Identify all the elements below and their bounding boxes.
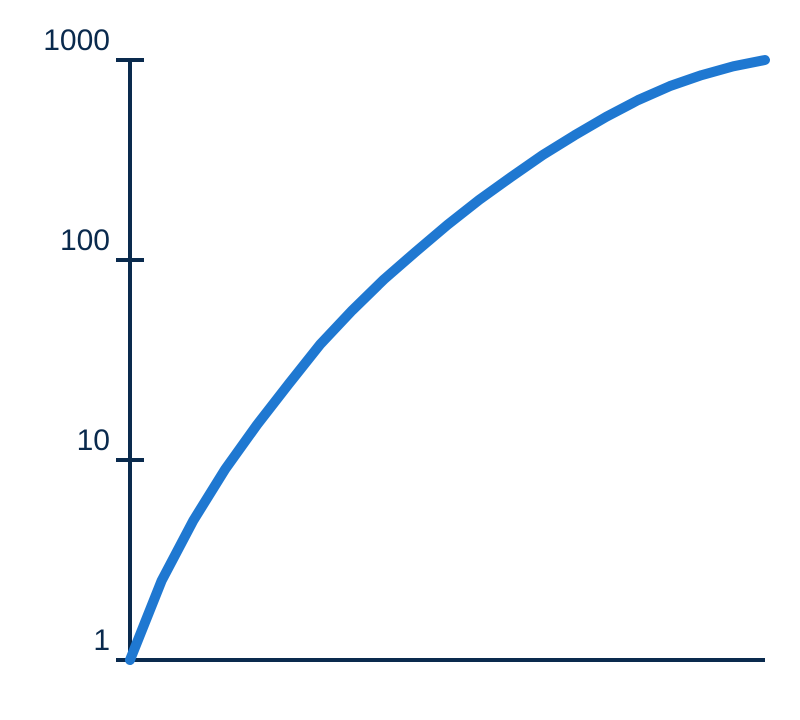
chart-canvas bbox=[0, 0, 800, 720]
y-tick-label: 1 bbox=[93, 624, 110, 658]
y-tick-label: 1000 bbox=[43, 24, 110, 58]
y-tick-label: 100 bbox=[60, 224, 110, 258]
log-growth-chart: 1 10 100 1000 bbox=[0, 0, 800, 720]
y-tick-label: 10 bbox=[77, 424, 110, 458]
